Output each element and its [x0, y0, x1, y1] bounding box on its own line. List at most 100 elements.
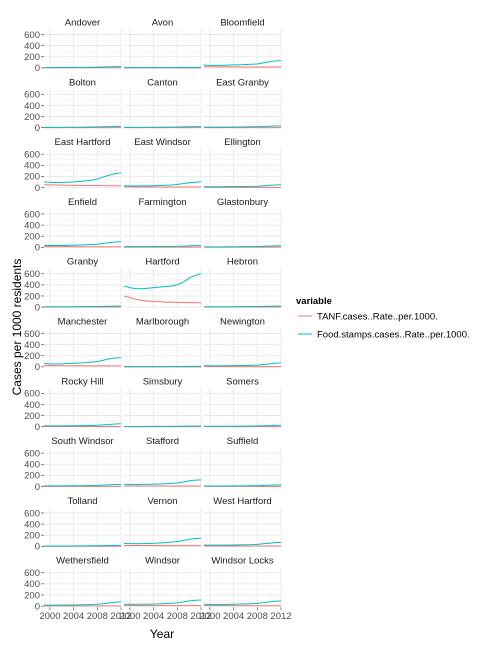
series-line-food-stamps-east-granby — [204, 125, 282, 128]
y-tick-label: 0 — [35, 482, 40, 493]
series-line-food-stamps-ellington — [203, 184, 282, 188]
y-tick-label: 0 — [35, 123, 40, 134]
y-tick-label: 600 — [24, 269, 40, 280]
facet-title-manchester: Manchester — [58, 317, 108, 328]
facet-title-bolton: Bolton — [69, 77, 96, 88]
x-tick-label: 2000 — [199, 611, 220, 622]
y-tick-label: 200 — [24, 231, 40, 242]
facet-title-canton: Canton — [147, 77, 178, 88]
facet-glastonbury: Glastonbury — [204, 197, 282, 249]
facet-title-hebron: Hebron — [227, 257, 258, 268]
series-line-food-stamps-granby — [44, 305, 122, 308]
x-tick-label: 2012 — [110, 611, 131, 622]
y-tick-label: 0 — [35, 183, 40, 194]
facet-title-wethersfield: Wethersfield — [56, 556, 109, 567]
y-tick-label: 400 — [24, 579, 40, 590]
facet-hartford: Hartford — [123, 257, 202, 309]
y-tick-label: 400 — [24, 161, 40, 172]
panel-background — [44, 387, 121, 428]
x-tick-label: 2008 — [247, 611, 268, 622]
y-tick-label: 600 — [24, 389, 40, 400]
x-tick-label: 2004 — [143, 611, 164, 622]
series-line-food-stamps-somers — [204, 424, 282, 427]
x-axis-title: Year — [150, 627, 174, 641]
facet-windsor-locks: Windsor Locks 2000 2004 2008 2012 — [199, 556, 291, 623]
x-tick-label: 2008 — [167, 611, 188, 622]
facet-title-ellington: Ellington — [224, 137, 260, 148]
facet-stafford: Stafford — [123, 436, 202, 488]
panel-background — [44, 29, 121, 69]
y-tick-label: 400 — [24, 519, 40, 530]
y-tick-label: 0 — [35, 422, 40, 433]
x-tick-label: 2008 — [87, 611, 108, 622]
facet-vernon: Vernon — [123, 496, 202, 548]
y-tick-label: 600 — [24, 568, 40, 579]
facet-title-vernon: Vernon — [147, 496, 177, 507]
facet-marlborough: Marlborough — [124, 317, 202, 368]
facet-title-bloomfield: Bloomfield — [220, 18, 264, 29]
x-tick-label: 2000 — [39, 611, 60, 622]
series-line-food-stamps-hebron — [204, 305, 282, 308]
series-line-food-stamps-bloomfield — [203, 60, 282, 67]
facet-somers: Somers — [204, 376, 282, 428]
x-tick-label: 2012 — [190, 611, 211, 622]
facet-east-granby: East Granby — [204, 77, 282, 129]
y-tick-label: 0 — [35, 302, 40, 313]
series-line-food-stamps-newington — [204, 362, 282, 367]
panel-background — [204, 507, 281, 548]
y-tick-label: 200 — [24, 112, 40, 123]
panel-background — [204, 208, 281, 249]
facet-hebron: Hebron — [204, 257, 282, 309]
facet-title-avon: Avon — [152, 18, 173, 29]
x-tick-label: 2000 — [119, 611, 140, 622]
panel-background — [44, 567, 121, 608]
panel-background — [124, 447, 201, 488]
y-tick-label: 400 — [24, 460, 40, 471]
y-tick-label: 0 — [35, 542, 40, 553]
facet-title-windsor: Windsor — [145, 556, 180, 567]
panel-background — [124, 387, 201, 428]
series-line-food-stamps-glastonbury — [204, 245, 282, 248]
facet-title-rocky-hill: Rocky Hill — [61, 376, 103, 387]
facet-farmington: Farmington — [124, 197, 202, 249]
y-tick-label: 200 — [24, 530, 40, 541]
facet-avon: Avon — [124, 18, 202, 69]
legend: variable TANF.cases..Rate..per.1000. Foo… — [296, 296, 470, 341]
x-tick-label: 2004 — [223, 611, 244, 622]
series-line-food-stamps-andover — [44, 66, 122, 69]
facet-windsor: Windsor 2000 2004 2008 2012 — [119, 556, 211, 623]
panel-background — [44, 507, 121, 548]
series-line-food-stamps-manchester — [43, 357, 122, 365]
y-tick-label: 200 — [24, 52, 40, 63]
series-line-tanf-hartford — [123, 295, 202, 304]
panel-background — [124, 29, 201, 69]
facet-title-stafford: Stafford — [146, 436, 179, 447]
series-line-food-stamps-suffield — [204, 484, 282, 487]
facet-title-windsor-locks: Windsor Locks — [211, 556, 274, 567]
series-line-food-stamps-tolland — [44, 544, 122, 547]
facet-newington: Newington — [204, 317, 282, 368]
panel-background — [124, 208, 201, 249]
facet-west-hartford: West Hartford — [204, 496, 282, 548]
facet-title-newington: Newington — [220, 317, 265, 328]
series-line-food-stamps-bolton — [44, 125, 122, 128]
series-line-food-stamps-windsor-locks — [203, 600, 282, 606]
y-tick-label: 200 — [24, 471, 40, 482]
panel-background — [204, 88, 281, 129]
panel-background — [204, 387, 281, 428]
series-line-food-stamps-enfield — [43, 241, 122, 247]
y-tick-label: 400 — [24, 280, 40, 291]
facet-bloomfield: Bloomfield — [203, 18, 282, 69]
y-tick-label: 600 — [24, 30, 40, 41]
x-tick-label: 2012 — [270, 611, 291, 622]
facet-title-east-hartford: East Hartford — [55, 137, 111, 148]
panel-background — [204, 29, 281, 69]
x-tick-label: 2004 — [63, 611, 84, 622]
facet-ellington: Ellington — [203, 137, 282, 189]
